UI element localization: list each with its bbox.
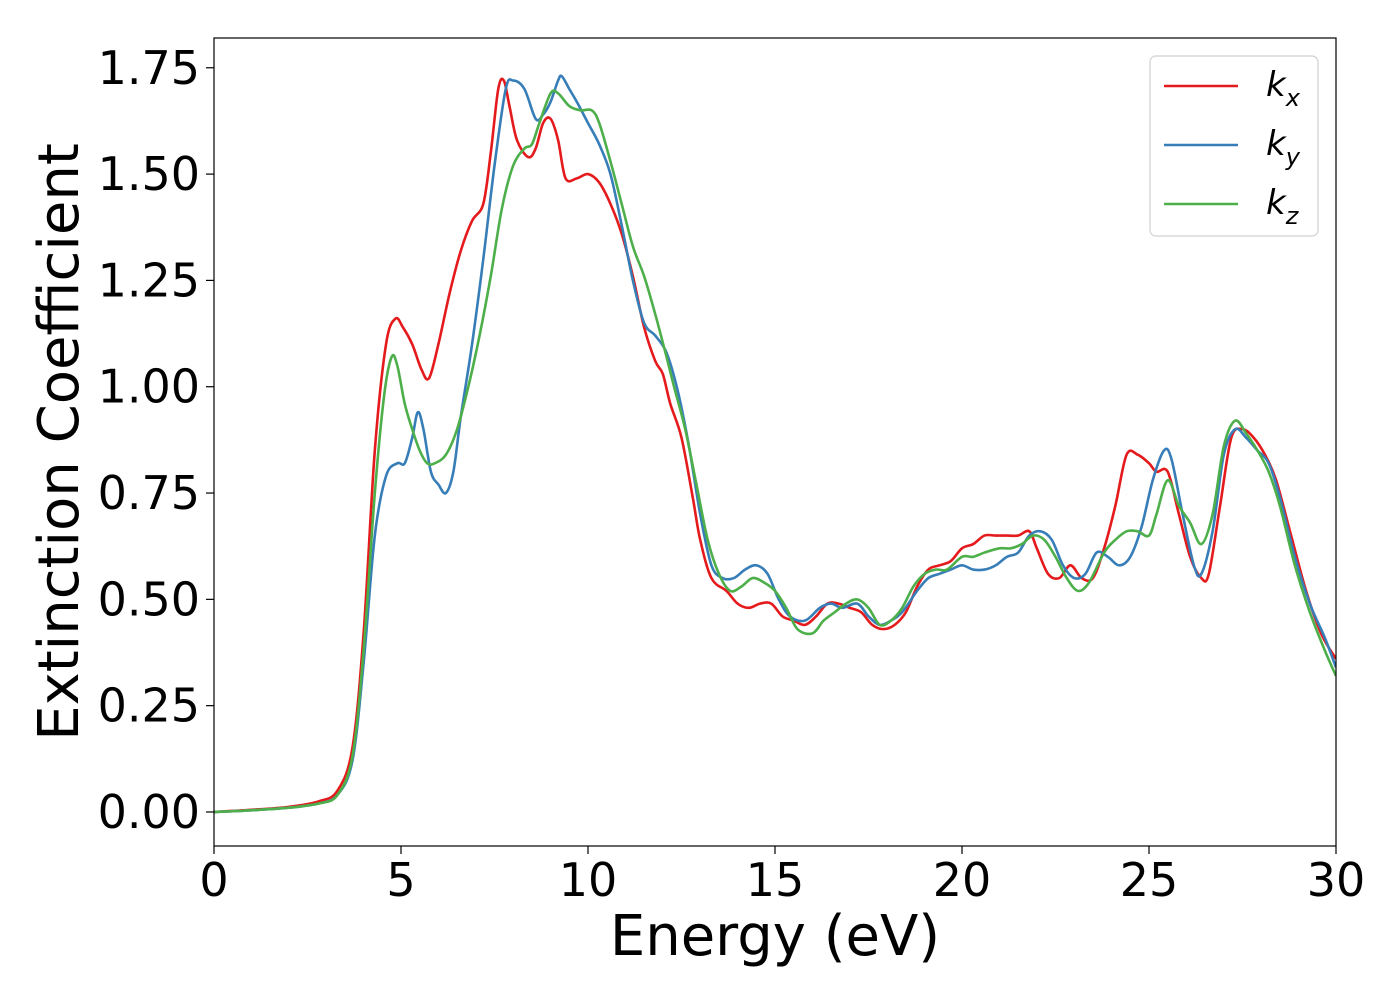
y-tick-label: 1.25: [98, 253, 200, 307]
x-tick-label: 10: [559, 853, 618, 907]
x-axis-label: Energy (eV): [610, 904, 940, 969]
legend-label-main: k: [1266, 124, 1287, 164]
x-tick-label: 5: [386, 853, 415, 907]
series-layer: [214, 74, 1336, 814]
legend-label-sub: y: [1285, 143, 1301, 171]
legend-label-sub: z: [1285, 202, 1300, 230]
series-line-k-y: [214, 74, 1336, 814]
y-tick-label: 0.00: [98, 785, 200, 839]
x-tick-label: 0: [199, 853, 228, 907]
y-tick-label: 1.50: [98, 147, 200, 201]
legend-label-k-x: kx: [1266, 65, 1301, 112]
x-axis-ticks: 0 5 10 15 20 25 30: [199, 846, 1365, 907]
y-tick-label: 0.50: [98, 572, 200, 626]
y-tick-label: 1.00: [98, 360, 200, 414]
y-tick-label: 0.75: [98, 466, 200, 520]
legend-label-k-z: kz: [1266, 183, 1300, 230]
y-tick-label: 0.25: [98, 679, 200, 733]
legend-label-main: k: [1266, 65, 1287, 105]
plot-area: [214, 38, 1336, 846]
y-axis-label: Extinction Coefficient: [27, 143, 92, 741]
legend-label-main: k: [1266, 183, 1287, 223]
x-tick-label: 30: [1307, 853, 1366, 907]
x-tick-label: 15: [746, 853, 805, 907]
x-tick-label: 25: [1120, 853, 1179, 907]
x-tick-label: 20: [933, 853, 992, 907]
y-tick-label: 1.75: [98, 41, 200, 95]
y-axis-ticks: 0.00 0.25 0.50 0.75 1.00 1.25 1.50 1.75: [98, 41, 214, 839]
series-line-k-z: [214, 89, 1336, 814]
legend-label-sub: x: [1285, 84, 1301, 112]
legend-label-k-y: ky: [1266, 124, 1301, 171]
series-line-k-x: [214, 77, 1336, 814]
